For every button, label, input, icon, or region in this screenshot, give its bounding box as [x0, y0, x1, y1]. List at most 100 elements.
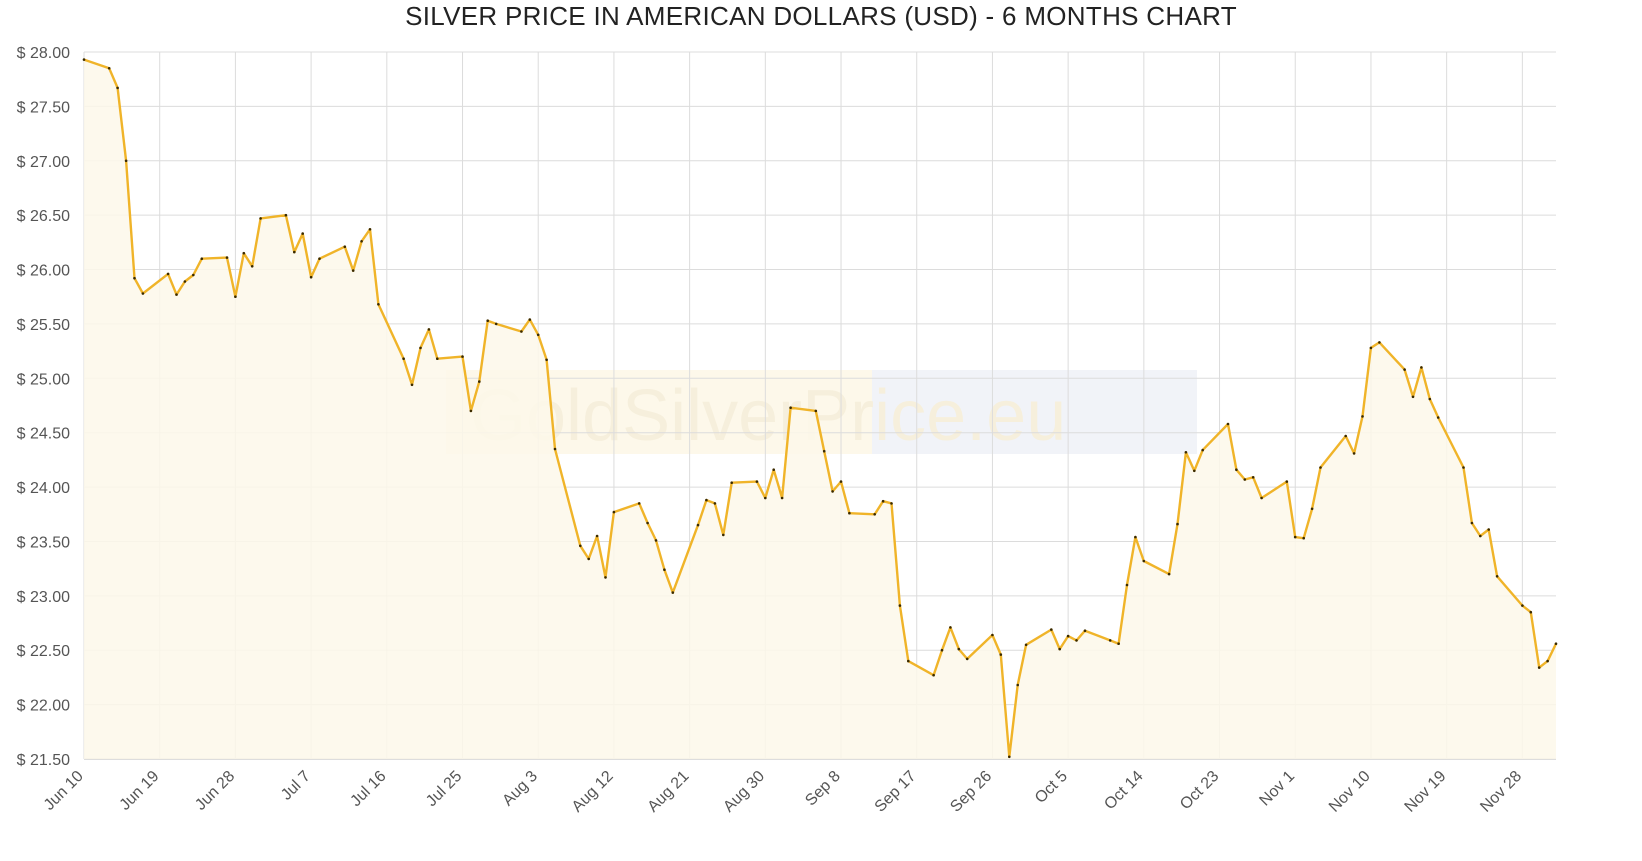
price-point	[343, 245, 347, 248]
price-point	[1462, 466, 1465, 469]
price-point	[200, 257, 204, 261]
price-point	[789, 406, 792, 410]
price-point	[755, 480, 759, 483]
price-point	[1411, 395, 1415, 399]
price-point	[141, 292, 145, 295]
price-point	[1521, 604, 1524, 607]
price-point	[1479, 534, 1482, 538]
price-point	[839, 480, 843, 483]
price-point	[587, 557, 590, 561]
x-tick-label: Oct 14	[1101, 768, 1146, 813]
price-point	[1167, 572, 1171, 576]
price-point	[612, 510, 616, 514]
x-tick-label: Jun 19	[117, 768, 163, 814]
price-point	[1546, 659, 1549, 663]
price-point	[1554, 642, 1558, 645]
price-point	[1310, 507, 1314, 511]
price-point	[1495, 575, 1499, 578]
price-point	[124, 159, 128, 163]
price-point	[1352, 452, 1356, 455]
y-tick-label: $ 24.00	[17, 480, 70, 497]
price-point	[991, 633, 994, 637]
price-point	[873, 513, 876, 516]
price-point	[1369, 346, 1373, 350]
price-point	[318, 257, 321, 261]
price-point	[814, 409, 818, 413]
price-point	[486, 319, 490, 323]
price-point	[1344, 434, 1347, 438]
price-point	[469, 409, 473, 413]
y-tick-label: $ 27.00	[17, 154, 70, 171]
price-point	[1083, 629, 1087, 632]
price-point	[1176, 522, 1179, 526]
price-point	[116, 86, 119, 90]
price-point	[360, 240, 363, 243]
price-point	[1134, 535, 1137, 539]
price-point	[1361, 415, 1364, 418]
price-point	[772, 468, 775, 472]
price-point	[932, 673, 935, 677]
price-point	[166, 272, 170, 276]
price-point	[654, 539, 658, 542]
price-point	[293, 250, 296, 254]
price-point	[133, 276, 136, 280]
x-tick-label: Oct 5	[1032, 768, 1071, 807]
price-point	[1024, 643, 1028, 647]
price-point	[1108, 639, 1112, 642]
price-point	[696, 523, 700, 527]
price-points	[82, 58, 1558, 759]
y-tick-label: $ 24.50	[17, 426, 70, 443]
price-line-path	[83, 58, 1558, 758]
price-point	[234, 295, 237, 299]
price-point	[175, 293, 178, 296]
price-point	[1529, 610, 1533, 614]
price-point	[1487, 528, 1490, 531]
price-point	[705, 498, 708, 502]
price-point	[225, 256, 229, 259]
price-point	[671, 591, 675, 594]
x-tick-label: Oct 23	[1177, 768, 1222, 813]
price-point	[309, 275, 313, 279]
y-tick-label: $ 23.00	[17, 589, 70, 606]
x-tick-label: Aug 3	[499, 768, 541, 810]
price-point	[1243, 478, 1247, 481]
price-point	[957, 647, 961, 651]
price-point	[949, 626, 952, 629]
price-point	[427, 328, 431, 331]
x-tick-label: Sep 26	[947, 768, 995, 816]
price-point	[1428, 397, 1432, 401]
price-point	[284, 213, 288, 217]
price-point	[1302, 536, 1305, 540]
price-point	[436, 357, 439, 361]
price-point	[461, 355, 464, 358]
price-point	[183, 280, 187, 283]
price-point	[192, 273, 195, 277]
price-point	[250, 265, 254, 268]
price-point	[1293, 535, 1297, 539]
price-point	[848, 511, 851, 515]
price-point	[637, 502, 641, 505]
x-tick-label: Nov 10	[1326, 768, 1374, 816]
price-point	[107, 67, 111, 70]
price-point	[604, 576, 607, 579]
x-tick-label: Nov 1	[1256, 768, 1298, 810]
x-tick-label: Sep 17	[872, 768, 920, 816]
price-point	[940, 648, 944, 652]
watermark-text: GoldSilverPrice.eu	[470, 376, 1066, 456]
price-point	[1537, 666, 1541, 669]
price-point	[410, 383, 414, 387]
price-point	[822, 449, 826, 453]
y-tick-label: $ 27.50	[17, 99, 70, 116]
price-point	[351, 269, 355, 272]
price-point	[907, 659, 910, 663]
y-tick-label: $ 25.00	[17, 371, 70, 388]
price-area-fill	[84, 59, 1556, 760]
price-point	[764, 496, 767, 500]
price-point	[242, 251, 246, 255]
price-point	[1050, 628, 1053, 631]
price-line	[83, 58, 1558, 758]
x-tick-label: Jul 16	[347, 768, 389, 810]
y-tick-label: $ 21.50	[17, 752, 70, 769]
price-point	[1125, 583, 1129, 587]
